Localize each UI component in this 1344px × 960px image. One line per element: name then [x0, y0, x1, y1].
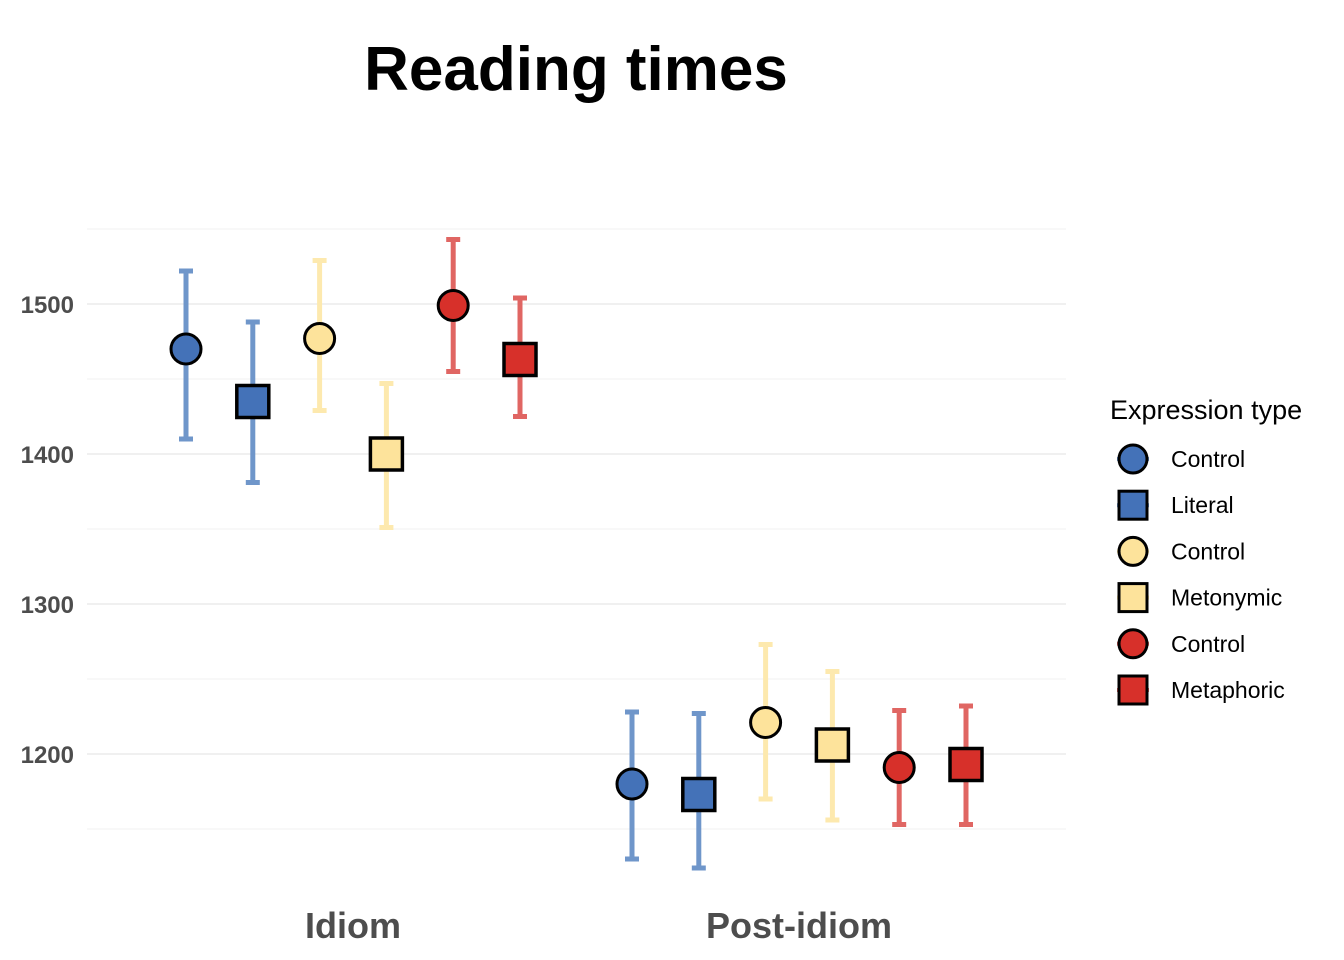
series-6	[502, 295, 984, 827]
legend-label: Metaphoric	[1171, 677, 1285, 703]
point-square	[681, 776, 717, 813]
legend-key-square	[1117, 582, 1149, 614]
point-circle	[882, 751, 916, 784]
legend-key-circle	[1117, 535, 1149, 567]
x-tick-label: Idiom	[305, 905, 401, 946]
legend-item: Control	[1117, 628, 1245, 660]
point-square	[814, 727, 851, 763]
legend-label: Metonymic	[1171, 585, 1282, 611]
series-4	[368, 381, 851, 823]
x-tick-label: Post-idiom	[706, 905, 892, 946]
y-axis-ticks: 1200 1300 1400 1500	[21, 292, 74, 769]
legend-item: Literal	[1117, 489, 1234, 521]
legend-label: Control	[1171, 446, 1245, 472]
legend-item: Metonymic	[1117, 582, 1282, 614]
legend: Expression type Control Literal Control Met…	[1110, 395, 1302, 706]
point-square	[948, 746, 984, 783]
legend-label: Literal	[1171, 492, 1234, 518]
legend-item: Control	[1117, 535, 1245, 567]
legend-key-circle	[1117, 628, 1149, 660]
gridlines	[87, 228, 1066, 830]
legend-label: Control	[1171, 538, 1245, 564]
data-marks	[169, 237, 984, 871]
series-3	[303, 258, 783, 802]
legend-title: Expression type	[1110, 395, 1302, 425]
point-square	[502, 341, 538, 378]
series-1	[169, 268, 649, 862]
point-circle	[749, 706, 783, 739]
legend-label: Control	[1171, 631, 1245, 657]
legend-key-square	[1117, 674, 1149, 706]
legend-item: Control	[1117, 443, 1245, 475]
legend-key-square	[1117, 489, 1149, 521]
series-5	[436, 237, 916, 827]
point-square	[368, 436, 405, 472]
point-circle	[436, 289, 470, 322]
legend-key-circle	[1117, 443, 1149, 475]
point-circle	[303, 322, 337, 355]
point-square	[235, 383, 271, 420]
series-2	[235, 319, 717, 871]
y-tick-label: 1300	[21, 592, 74, 619]
legend-item: Metaphoric	[1117, 674, 1285, 706]
legend-items: Control Literal Control Metonymic Control Met…	[1117, 443, 1285, 706]
y-tick-label: 1500	[21, 292, 74, 319]
y-tick-label: 1200	[21, 742, 74, 769]
point-circle	[615, 767, 649, 801]
chart-title: Reading times	[364, 35, 788, 104]
x-axis-ticks: Idiom Post-idiom	[305, 905, 892, 946]
y-tick-label: 1400	[21, 442, 74, 469]
point-circle	[169, 332, 203, 366]
